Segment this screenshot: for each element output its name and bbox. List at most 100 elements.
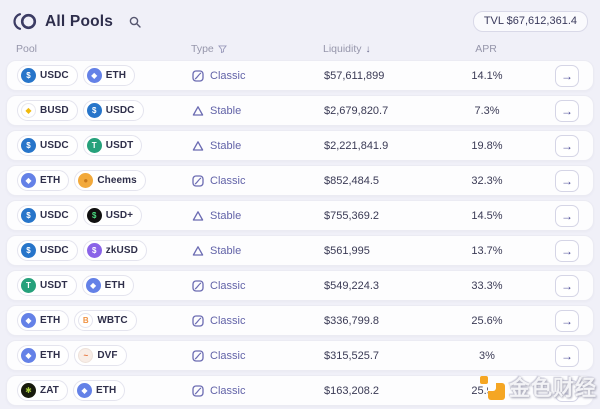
pool-type: Classic (192, 280, 324, 292)
pool-pair: $ USDC ◆ ETH (17, 65, 192, 86)
token-icon-usdc: $ (21, 138, 36, 153)
pool-type-label: Classic (210, 314, 246, 327)
search-icon[interactable] (128, 15, 142, 29)
row-arrow-button[interactable]: → (555, 239, 579, 262)
token-symbol: WBTC (97, 315, 128, 326)
pool-type: Classic (192, 315, 324, 327)
tvl-badge: TVL $67,612,361.4 (472, 11, 588, 32)
token-icon-wbtc: B (78, 313, 94, 328)
token-symbol: USDC (105, 105, 135, 116)
classic-pool-icon (192, 279, 204, 292)
top-bar: All Pools TVL $67,612,361.4 (0, 0, 600, 36)
pool-row[interactable]: $ USDC T USDT Stable $2,221,841.9 19.8% … (6, 130, 594, 161)
row-arrow-button[interactable]: → (555, 134, 579, 157)
token-icon-eth: ◆ (21, 348, 36, 363)
column-header-apr: APR (475, 43, 497, 55)
row-arrow-button[interactable]: → (555, 204, 579, 227)
stable-pool-icon (192, 105, 204, 116)
classic-pool-icon (192, 314, 204, 327)
app-logo-icon (13, 13, 37, 30)
liquidity-value: $561,995 (324, 244, 370, 257)
pool-type-label: Stable (210, 139, 242, 152)
stable-pool-icon (192, 210, 204, 221)
token-symbol: BUSD (40, 105, 69, 116)
pool-row[interactable]: $ USDC $ zkUSD Stable $561,995 13.7% → (6, 235, 594, 266)
token-pill: ~ DVF (74, 345, 127, 366)
token-pill: ◆ ETH (17, 345, 70, 366)
token-pill: ◆ ETH (17, 310, 70, 331)
liquidity-value: $57,611,899 (324, 69, 385, 82)
token-symbol: ETH (104, 280, 125, 291)
token-icon-usdc: $ (21, 208, 36, 223)
pool-row[interactable]: T USDT ◆ ETH Classic $549,224.3 33.3% → (6, 270, 594, 301)
token-pill: ● Cheems (74, 170, 146, 191)
pool-pair: $ USDC T USDT (17, 135, 192, 156)
column-header-type[interactable]: Type (191, 43, 323, 55)
token-pill: ◆ BUSD (17, 100, 78, 121)
pool-row[interactable]: $ USDC $ USD+ Stable $755,369.2 14.5% → (6, 200, 594, 231)
pool-type: Stable (192, 105, 324, 117)
token-symbol: USDC (40, 70, 69, 81)
row-arrow-button[interactable]: → (555, 64, 579, 87)
token-icon-eth: ◆ (85, 278, 101, 293)
sort-desc-icon[interactable]: ↓ (365, 43, 371, 55)
row-arrow-button[interactable]: → (555, 344, 579, 367)
row-arrow-button[interactable]: → (555, 274, 579, 297)
pool-row[interactable]: ◆ ETH ● Cheems Classic $852,484.5 32.3% … (6, 165, 594, 196)
token-pill: ◆ ETH (73, 380, 126, 401)
token-symbol: DVF (97, 350, 118, 361)
column-header-liquidity[interactable]: Liquidity ↓ (323, 43, 371, 55)
token-icon-zkusd: $ (86, 243, 102, 258)
pool-row[interactable]: $ USDC ◆ ETH Classic $57,611,899 14.1% → (6, 60, 594, 91)
token-symbol: USDC (40, 245, 69, 256)
apr-value: 33.3% (471, 279, 503, 292)
pool-type-label: Classic (210, 174, 246, 187)
token-pill: $ USDC (17, 135, 78, 156)
row-arrow-button[interactable]: → (555, 169, 579, 192)
pool-pair: $ USDC $ USD+ (17, 205, 192, 226)
pool-type: Classic (192, 175, 324, 187)
pool-pair: ◆ ETH ● Cheems (17, 170, 192, 191)
token-symbol: ETH (105, 70, 127, 81)
token-symbol: USD+ (105, 210, 134, 221)
token-pill: $ USDC (17, 240, 78, 261)
pool-row[interactable]: ◆ BUSD $ USDC Stable $2,679,820.7 7.3% → (6, 95, 594, 126)
liquidity-value: $2,679,820.7 (324, 104, 389, 117)
pool-pair: T USDT ◆ ETH (17, 275, 192, 296)
classic-pool-icon (192, 349, 204, 362)
token-icon-usdplus: $ (86, 208, 102, 223)
token-pill: $ USDC (17, 65, 78, 86)
token-symbol: USDT (40, 280, 68, 291)
token-symbol: ZAT (40, 385, 59, 396)
pool-row[interactable]: ◆ ETH B WBTC Classic $336,799.8 25.6% → (6, 305, 594, 336)
token-icon-eth: ◆ (21, 173, 36, 188)
token-icon-eth: ◆ (86, 68, 102, 83)
token-icon-cheems: ● (78, 173, 94, 188)
row-arrow-button[interactable]: → (555, 379, 579, 402)
pool-row[interactable]: ✱ ZAT ◆ ETH Classic $163,208.2 25.9% → (6, 375, 594, 406)
token-icon-usdc: $ (21, 243, 36, 258)
liquidity-value: $163,208.2 (324, 384, 380, 397)
token-symbol: USDC (40, 140, 69, 151)
token-icon-usdc: $ (86, 103, 102, 118)
pool-type: Stable (192, 245, 324, 257)
token-symbol: USDT (105, 140, 134, 151)
pool-pair: ◆ ETH B WBTC (17, 310, 192, 331)
pool-type: Classic (192, 385, 324, 397)
token-symbol: ETH (40, 175, 61, 186)
liquidity-value: $549,224.3 (324, 279, 380, 292)
token-pill: $ USDC (17, 205, 78, 226)
token-pill: $ zkUSD (82, 240, 147, 261)
row-arrow-button[interactable]: → (555, 309, 579, 332)
pool-pair: ◆ ETH ~ DVF (17, 345, 192, 366)
pool-row[interactable]: ◆ ETH ~ DVF Classic $315,525.7 3% → (6, 340, 594, 371)
page-title: All Pools (45, 12, 114, 30)
token-icon-eth: ◆ (77, 383, 92, 398)
token-pill: T USDT (17, 275, 77, 296)
pool-type-label: Stable (210, 209, 242, 222)
pools-table: $ USDC ◆ ETH Classic $57,611,899 14.1% →… (0, 60, 600, 406)
type-filter-icon[interactable] (217, 45, 227, 53)
row-arrow-button[interactable]: → (555, 99, 579, 122)
pool-type: Classic (192, 70, 324, 82)
pool-type-label: Classic (210, 69, 246, 82)
